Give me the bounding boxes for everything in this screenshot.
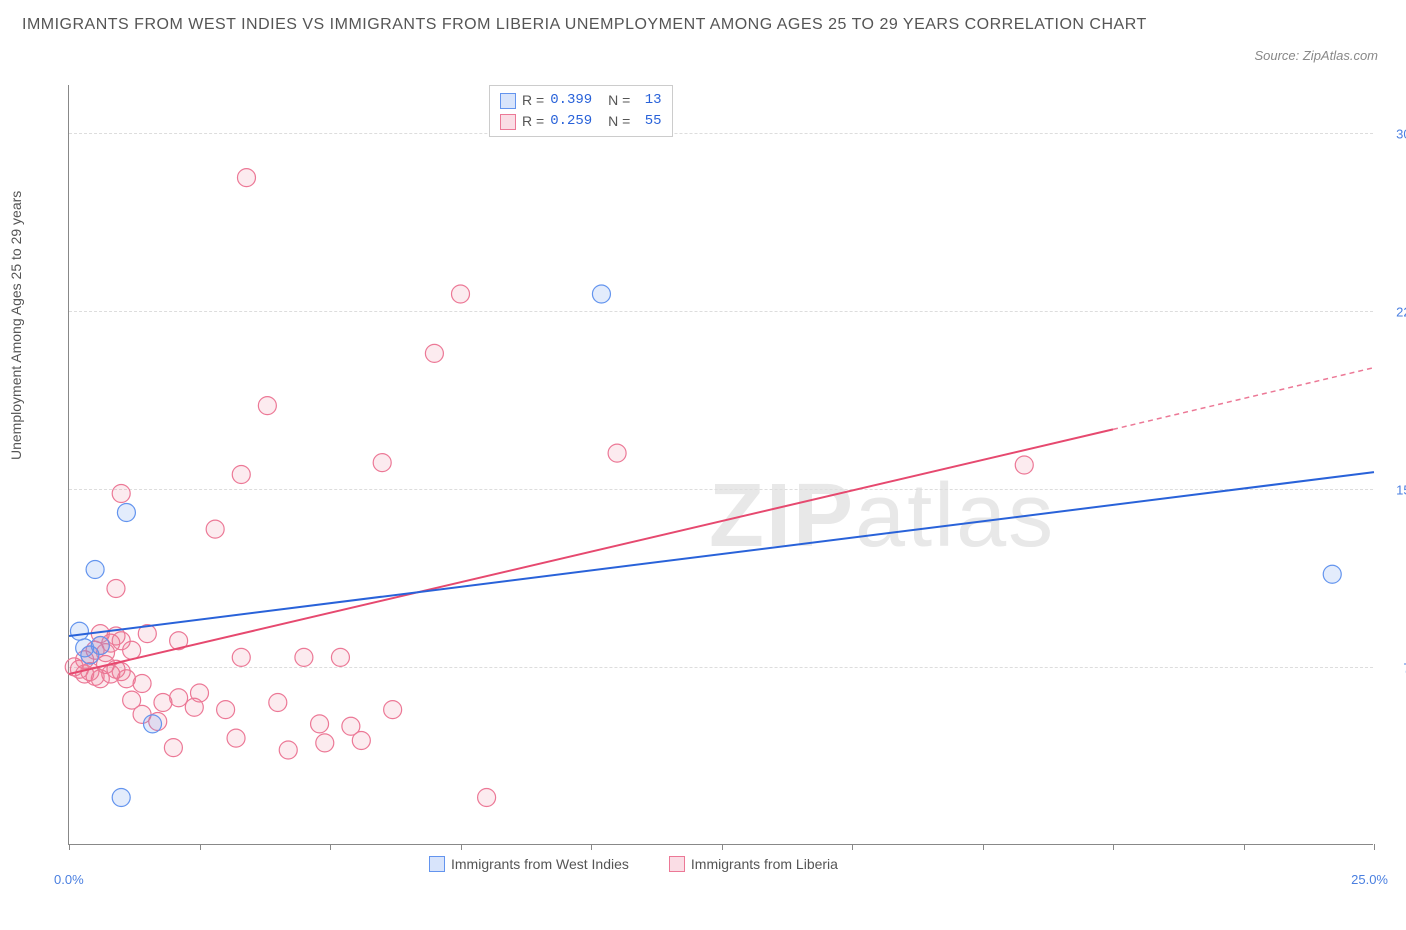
data-point (206, 520, 224, 538)
data-point (592, 285, 610, 303)
data-point (112, 789, 130, 807)
data-point (279, 741, 297, 759)
data-point (1015, 456, 1033, 474)
y-axis-label: Unemployment Among Ages 25 to 29 years (8, 191, 24, 460)
legend-label: Immigrants from Liberia (691, 856, 838, 872)
data-point (269, 694, 287, 712)
scatter-svg (69, 85, 1373, 844)
data-point (608, 444, 626, 462)
trend-line (69, 472, 1374, 636)
data-point (164, 739, 182, 757)
data-point (237, 169, 255, 187)
data-point (133, 675, 151, 693)
data-point (232, 648, 250, 666)
trend-line (69, 429, 1113, 674)
x-min-label: 0.0% (54, 872, 84, 887)
data-point (170, 689, 188, 707)
data-point (217, 701, 235, 719)
legend-label: Immigrants from West Indies (451, 856, 629, 872)
legend-item-blue: Immigrants from West Indies (429, 856, 629, 872)
data-point (316, 734, 334, 752)
data-point (70, 622, 88, 640)
data-point (112, 485, 130, 503)
data-point (352, 732, 370, 750)
plot-area: ZIPatlas 7.5%15.0%22.5%30.0% 0.0% 25.0% … (68, 85, 1373, 845)
data-point (373, 454, 391, 472)
data-point (478, 789, 496, 807)
data-point (258, 397, 276, 415)
data-point (1323, 565, 1341, 583)
data-point (117, 504, 135, 522)
data-point (295, 648, 313, 666)
data-point (227, 729, 245, 747)
data-point (144, 715, 162, 733)
legend-item-pink: Immigrants from Liberia (669, 856, 838, 872)
x-max-label: 25.0% (1351, 872, 1388, 887)
swatch-pink-icon (669, 856, 685, 872)
source-attribution: Source: ZipAtlas.com (1254, 48, 1378, 63)
swatch-blue-icon (429, 856, 445, 872)
data-point (91, 637, 109, 655)
y-tick-label: 22.5% (1396, 304, 1406, 319)
data-point (123, 641, 141, 659)
data-point (86, 561, 104, 579)
data-point (107, 580, 125, 598)
trend-line (1113, 368, 1374, 430)
data-point (452, 285, 470, 303)
data-point (331, 648, 349, 666)
data-point (311, 715, 329, 733)
y-tick-label: 30.0% (1396, 126, 1406, 141)
chart-title: IMMIGRANTS FROM WEST INDIES VS IMMIGRANT… (22, 12, 1206, 38)
data-point (425, 344, 443, 362)
data-point (384, 701, 402, 719)
data-point (232, 466, 250, 484)
bottom-legend: Immigrants from West Indies Immigrants f… (429, 856, 838, 872)
data-point (191, 684, 209, 702)
y-tick-label: 15.0% (1396, 482, 1406, 497)
